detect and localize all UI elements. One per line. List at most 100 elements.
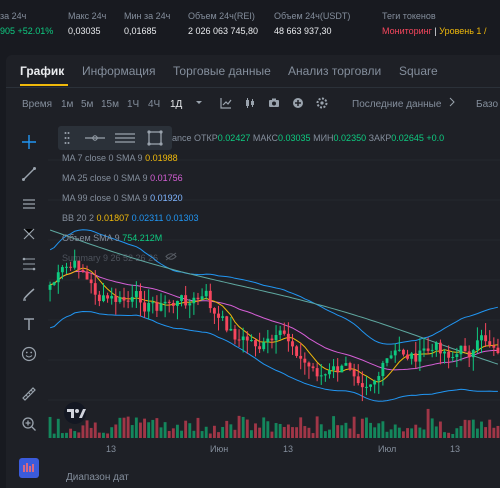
tab-trading-data[interactable]: Торговые данные xyxy=(173,64,271,78)
volume-bar xyxy=(344,422,348,438)
volume-bar xyxy=(85,420,89,438)
candle-body xyxy=(418,350,422,362)
parallel-lines-icon[interactable] xyxy=(14,191,44,217)
volume-bar xyxy=(114,424,118,438)
date-range-button[interactable]: Диапазон дат xyxy=(66,472,129,483)
smiley-icon[interactable] xyxy=(14,341,44,367)
legend-summary[interactable]: Summary 9 26 52 26 26 xyxy=(62,252,177,263)
add-indicator-icon[interactable] xyxy=(292,97,304,112)
chart-tabs: График Информация Торговые данные Анализ… xyxy=(6,55,500,88)
ruler-icon[interactable] xyxy=(14,381,44,407)
legend-ma7[interactable]: MA 7 close 0 SMA 9 0.01988 xyxy=(62,153,178,163)
last-data-toggle[interactable]: Последние данные xyxy=(352,99,442,110)
stat-label: Макс 24ч xyxy=(68,11,107,21)
legend-ma99-value: 0.01920 xyxy=(150,193,183,203)
volume-bar xyxy=(126,416,130,438)
channel-tool-icon[interactable] xyxy=(114,131,136,150)
camera-icon[interactable] xyxy=(268,97,280,112)
volume-bar xyxy=(270,431,274,438)
x-tick-label: 13 xyxy=(283,444,294,454)
tab-square[interactable]: Square xyxy=(399,64,438,78)
tab-chart[interactable]: График xyxy=(20,64,65,78)
volume-bar xyxy=(480,421,483,438)
legend-ma25[interactable]: MA 25 close 0 SMA 9 0.01756 xyxy=(62,173,183,183)
volume-bar xyxy=(299,417,303,438)
ticker-stats-bar: за 24ч 905 +52.01% Макс 24ч 0,03035 Мин … xyxy=(0,0,500,50)
time-label: Время xyxy=(22,99,53,110)
trend-line-icon[interactable] xyxy=(14,161,44,187)
stat-volume-base: Объем 24ч(REI) 2 026 063 745,80 xyxy=(188,11,258,36)
volume-bar xyxy=(365,417,368,438)
candle-body xyxy=(389,355,393,359)
rectangle-tool-icon[interactable] xyxy=(146,129,164,152)
interval-1d[interactable]: 1Д xyxy=(170,99,183,110)
candle-body xyxy=(274,335,278,341)
text-tool-icon[interactable] xyxy=(14,311,44,337)
line-tool-icon[interactable] xyxy=(84,131,106,150)
high-label: МАКС xyxy=(252,133,279,143)
volume-bar xyxy=(221,426,225,438)
volume-bar xyxy=(422,429,426,438)
crosshair-icon[interactable] xyxy=(14,129,44,155)
volume-bar xyxy=(258,427,262,438)
drag-handle-icon[interactable] xyxy=(64,130,70,151)
hidden-eye-icon[interactable] xyxy=(164,252,177,263)
legend-bb[interactable]: BB 20 2 0.01807 0.02311 0.01303 xyxy=(62,213,199,223)
tab-trading-analysis[interactable]: Анализ торговли xyxy=(288,64,382,78)
volume-bar xyxy=(69,428,73,438)
candle-body xyxy=(492,345,496,348)
tag-monitoring[interactable]: Мониторинг xyxy=(382,26,432,36)
binance-app-icon[interactable] xyxy=(14,455,44,481)
volume-bar xyxy=(406,428,409,438)
indicator-icon[interactable] xyxy=(220,97,232,112)
tab-info[interactable]: Информация xyxy=(82,64,156,78)
chevron-down-icon[interactable] xyxy=(194,97,204,110)
candle-body xyxy=(295,346,299,356)
volume-bar xyxy=(348,428,352,438)
candle-body xyxy=(307,362,311,367)
candle-body xyxy=(438,342,442,354)
fib-levels-icon[interactable] xyxy=(14,251,44,277)
candle-body xyxy=(377,376,381,381)
candle-body xyxy=(93,283,97,295)
close-label: ЗАКР xyxy=(368,133,392,143)
volume-bar xyxy=(414,424,418,438)
tag-level[interactable]: Уровень 1 / xyxy=(439,26,487,36)
stat-label: Теги токенов xyxy=(382,11,436,21)
candle-type-icon[interactable] xyxy=(244,97,256,112)
chart-canvas[interactable] xyxy=(48,120,500,465)
drawing-toolbar xyxy=(14,125,44,478)
legend-bb-basis: 0.01807 xyxy=(96,213,130,223)
price-chart[interactable]: ance ОТКР0.02427 МАКС0.03035 МИН0.02350 … xyxy=(48,120,500,465)
volume-bar xyxy=(151,419,155,438)
volume-bar xyxy=(233,429,237,438)
candle-body xyxy=(167,301,171,303)
x-tick-label: 13 xyxy=(106,444,117,454)
volume-bar xyxy=(208,433,212,438)
candle-body xyxy=(328,370,331,375)
brush-icon[interactable] xyxy=(14,281,44,307)
volume-bar xyxy=(307,427,311,438)
base-view-toggle[interactable]: Базо xyxy=(476,99,499,110)
volume-bar xyxy=(463,419,467,438)
network-icon[interactable] xyxy=(14,221,44,247)
volume-bar xyxy=(212,425,216,438)
next-icon[interactable] xyxy=(448,97,456,110)
interval-15m[interactable]: 15м xyxy=(101,99,119,110)
candle-body xyxy=(188,303,192,306)
volume-bar xyxy=(184,420,188,438)
volume-bar xyxy=(332,416,336,438)
interval-1h[interactable]: 1Ч xyxy=(127,99,140,110)
zoom-in-icon[interactable] xyxy=(14,411,44,437)
open-label: ОТКР xyxy=(194,133,218,143)
legend-ma99[interactable]: MA 99 close 0 SMA 9 0.01920 xyxy=(62,193,183,203)
interval-5m[interactable]: 5м xyxy=(81,99,94,110)
interval-1m[interactable]: 1м xyxy=(61,99,74,110)
settings-gear-icon[interactable] xyxy=(316,97,328,112)
volume-bar xyxy=(282,426,286,438)
legend-volume[interactable]: Объем SMA 9 754.212M xyxy=(62,233,162,243)
candle-body xyxy=(488,341,492,346)
candle-body xyxy=(336,366,340,373)
candle-body xyxy=(299,355,303,359)
interval-4h[interactable]: 4Ч xyxy=(148,99,161,110)
